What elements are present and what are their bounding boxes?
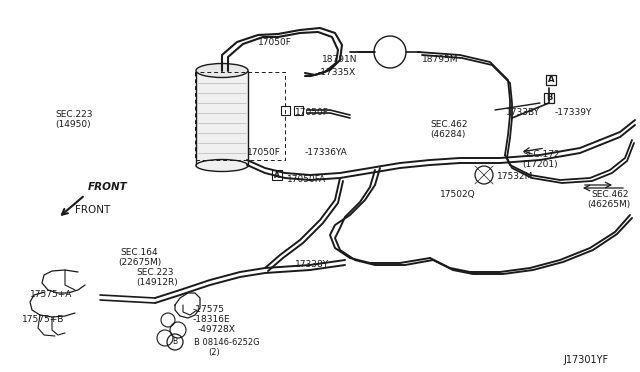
Bar bbox=[280, 106, 289, 115]
Text: SEC.164: SEC.164 bbox=[120, 248, 157, 257]
Text: FRONT: FRONT bbox=[75, 205, 110, 215]
Text: J17301YF: J17301YF bbox=[563, 355, 608, 365]
Text: A: A bbox=[548, 76, 554, 84]
Text: 1733BY: 1733BY bbox=[506, 108, 540, 117]
Text: 17050F: 17050F bbox=[295, 108, 329, 117]
Text: 17575+B: 17575+B bbox=[22, 315, 65, 324]
Text: -18316E: -18316E bbox=[193, 315, 230, 324]
Text: 17338Y: 17338Y bbox=[295, 260, 329, 269]
Text: SEC.172: SEC.172 bbox=[522, 150, 559, 159]
Text: (14912R): (14912R) bbox=[136, 278, 178, 287]
Text: (2): (2) bbox=[208, 348, 220, 357]
Text: B: B bbox=[546, 93, 552, 103]
Text: SEC.462: SEC.462 bbox=[591, 190, 628, 199]
Text: 17575+A: 17575+A bbox=[30, 290, 72, 299]
Bar bbox=[272, 170, 282, 180]
Text: FRONT: FRONT bbox=[88, 182, 128, 192]
Text: -17336YA: -17336YA bbox=[305, 148, 348, 157]
Text: (14950): (14950) bbox=[55, 120, 91, 129]
Text: (17201): (17201) bbox=[522, 160, 557, 169]
Text: B 08146-6252G: B 08146-6252G bbox=[194, 338, 260, 347]
Text: -49728X: -49728X bbox=[198, 325, 236, 334]
Text: SEC.223: SEC.223 bbox=[136, 268, 173, 277]
Text: -17575: -17575 bbox=[193, 305, 225, 314]
Text: A: A bbox=[274, 170, 280, 180]
Text: (46284): (46284) bbox=[430, 130, 465, 139]
Text: -17339Y: -17339Y bbox=[555, 108, 593, 117]
Text: B: B bbox=[172, 337, 177, 346]
Bar bbox=[196, 71, 248, 166]
Bar bbox=[294, 106, 303, 115]
Text: 17532M: 17532M bbox=[497, 172, 533, 181]
Ellipse shape bbox=[196, 160, 248, 171]
Text: 18791N: 18791N bbox=[322, 55, 358, 64]
Text: (22675M): (22675M) bbox=[118, 258, 161, 267]
Text: -17335X: -17335X bbox=[318, 68, 356, 77]
Text: 17050FA: 17050FA bbox=[287, 175, 326, 184]
Ellipse shape bbox=[196, 64, 248, 77]
Text: 17050F: 17050F bbox=[247, 148, 281, 157]
Text: 18795M: 18795M bbox=[422, 55, 458, 64]
Text: SEC.462: SEC.462 bbox=[430, 120, 467, 129]
Text: 17050F: 17050F bbox=[258, 38, 292, 47]
Bar bbox=[546, 75, 556, 85]
Bar bbox=[544, 93, 554, 103]
Text: SEC.223: SEC.223 bbox=[55, 110, 93, 119]
Text: (46265M): (46265M) bbox=[587, 200, 630, 209]
Text: 17502Q: 17502Q bbox=[440, 190, 476, 199]
